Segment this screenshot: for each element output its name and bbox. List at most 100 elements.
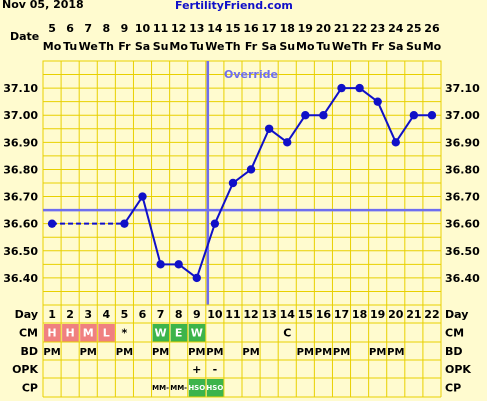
cp-value: MM- (152, 384, 169, 392)
temperature-point[interactable] (174, 260, 183, 269)
opk-value: + (192, 363, 201, 376)
weekday-label: Su (406, 40, 422, 53)
date-number: 13 (189, 22, 204, 35)
date-number: 23 (370, 22, 385, 35)
day-number: 21 (406, 308, 421, 321)
table-row-label-left: Day (15, 308, 38, 321)
date-number: 20 (316, 22, 332, 35)
table-row-label-left: CM (19, 327, 38, 340)
temperature-line-segment (286, 114, 307, 143)
temperature-point[interactable] (409, 111, 419, 120)
date-number: 16 (243, 22, 259, 35)
date-number: 12 (171, 22, 186, 35)
bd-value: PM (116, 347, 133, 358)
y-tick-label-right: 36.70 (445, 191, 480, 204)
cp-value: MM- (170, 384, 187, 392)
date-number: 8 (102, 22, 110, 35)
day-number: 3 (84, 308, 92, 321)
y-tick-label-left: 36.40 (3, 272, 38, 285)
bd-value: PM (315, 347, 332, 358)
table-row-label-right: Day (445, 308, 468, 321)
weekday-label: Fr (118, 40, 131, 53)
date-number: 25 (406, 22, 421, 35)
date-number: 21 (334, 22, 349, 35)
cm-value: L (103, 327, 110, 340)
date-number: 22 (352, 22, 367, 35)
temperature-point[interactable] (427, 111, 437, 120)
temperature-point[interactable] (283, 138, 292, 147)
site-name[interactable]: FertilityFriend.com (175, 0, 293, 12)
cp-cell (206, 379, 224, 397)
day-number: 4 (102, 308, 110, 321)
date-number: 24 (388, 22, 404, 35)
y-tick-label-right: 37.00 (445, 109, 480, 122)
bd-value: PM (43, 347, 60, 358)
date-number: 18 (280, 22, 295, 35)
date-number: 15 (225, 22, 240, 35)
day-number: 22 (424, 308, 439, 321)
weekday-label: We (332, 40, 351, 53)
table-row-label-right: CP (445, 382, 461, 395)
temperature-line-segment (123, 196, 144, 225)
temperature-point[interactable] (47, 219, 57, 228)
cm-value: W (155, 327, 167, 340)
cm-value: E (175, 327, 183, 340)
cm-value: * (122, 327, 128, 340)
weekday-label: Mo (43, 40, 62, 53)
day-number: 15 (298, 308, 313, 321)
day-number: 13 (261, 308, 276, 321)
day-number: 9 (193, 308, 201, 321)
temperature-point[interactable] (138, 192, 147, 201)
temperature-point[interactable] (301, 111, 310, 120)
bd-value: PM (387, 347, 404, 358)
temperature-point[interactable] (373, 97, 382, 106)
day-number: 11 (225, 308, 240, 321)
cm-value: M (83, 327, 94, 340)
bd-value: PM (369, 347, 386, 358)
temperature-line-segment (141, 196, 162, 265)
temperature-point[interactable] (319, 111, 328, 120)
weekday-label: We (79, 40, 98, 53)
temperature-point[interactable] (391, 138, 400, 147)
y-tick-label-right: 36.40 (445, 272, 480, 285)
temperature-point[interactable] (246, 165, 256, 174)
weekday-label: Tu (316, 40, 330, 53)
temperature-point[interactable] (228, 178, 238, 188)
day-number: 20 (388, 308, 404, 321)
table-row-label-right: CM (445, 327, 464, 340)
cm-cell (62, 324, 79, 342)
cm-value: W (191, 327, 203, 340)
weekday-label: Mo (169, 40, 188, 53)
weekday-label: Mo (423, 40, 442, 53)
bd-value: PM (188, 347, 205, 358)
temperature-point[interactable] (210, 219, 220, 228)
temperature-point[interactable] (355, 83, 364, 93)
cm-cell (98, 324, 115, 342)
cm-cell (80, 324, 97, 342)
bd-value: PM (333, 347, 350, 358)
bd-value: PM (242, 347, 259, 358)
temperature-point[interactable] (337, 83, 346, 93)
day-number: 10 (207, 308, 223, 321)
date-number: 5 (48, 22, 56, 35)
table-row-label-left: OPK (12, 363, 38, 376)
temperature-point[interactable] (156, 260, 165, 269)
date-row-label: Date (10, 30, 39, 43)
cm-value: H (66, 327, 75, 340)
weekday-label: Su (153, 40, 169, 53)
cm-cell (170, 324, 188, 342)
temperature-point[interactable] (264, 124, 274, 133)
day-number: 14 (280, 308, 296, 321)
temperature-point[interactable] (120, 219, 129, 228)
weekday-label: Sa (388, 40, 403, 53)
weekday-label: Su (279, 40, 295, 53)
cp-value: HSO (206, 384, 223, 392)
chart-date: Nov 05, 2018 (2, 0, 84, 11)
day-number: 7 (157, 308, 165, 321)
table-row-label-left: BD (20, 345, 38, 358)
temperature-line-segment (195, 223, 216, 279)
cm-value: C (283, 327, 291, 340)
temperature-line-segment (213, 182, 234, 225)
y-tick-label-left: 37.00 (3, 109, 38, 122)
temperature-point[interactable] (192, 273, 201, 283)
